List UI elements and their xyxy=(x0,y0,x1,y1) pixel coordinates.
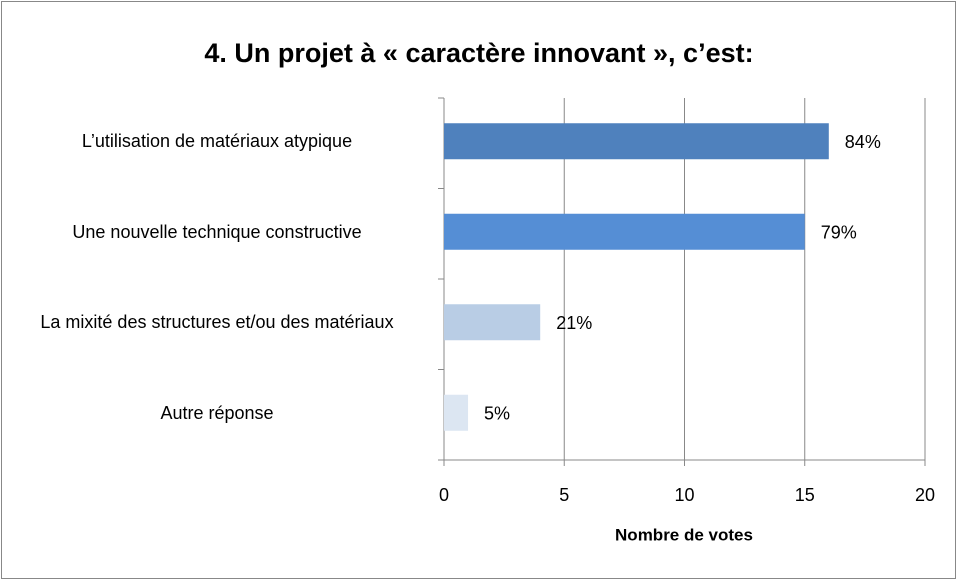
bar xyxy=(444,304,541,341)
y-tick-label: La mixité des structures et/ou des matér… xyxy=(40,312,394,333)
annotation: 79% xyxy=(821,223,857,243)
annotation: 84% xyxy=(845,132,881,152)
x-tick-label: 5 xyxy=(559,485,569,505)
bar xyxy=(444,394,469,431)
bar xyxy=(444,213,805,250)
y-tick-label: Autre réponse xyxy=(160,402,274,423)
x-tick-label: 15 xyxy=(795,485,815,505)
annotation: 21% xyxy=(556,313,592,333)
x-axis-label: Nombre de votes xyxy=(615,525,753,544)
annotation: 5% xyxy=(484,404,510,424)
x-tick-label: 10 xyxy=(674,485,694,505)
bar xyxy=(444,123,829,160)
chart-title: 4. Un projet à « caractère innovant », c… xyxy=(204,38,753,68)
x-tick-label: 0 xyxy=(439,485,449,505)
x-tick-label: 20 xyxy=(915,485,935,505)
y-tick-label: Une nouvelle technique constructive xyxy=(72,221,362,242)
y-tick-label: L’utilisation de matériaux atypique xyxy=(81,131,353,152)
